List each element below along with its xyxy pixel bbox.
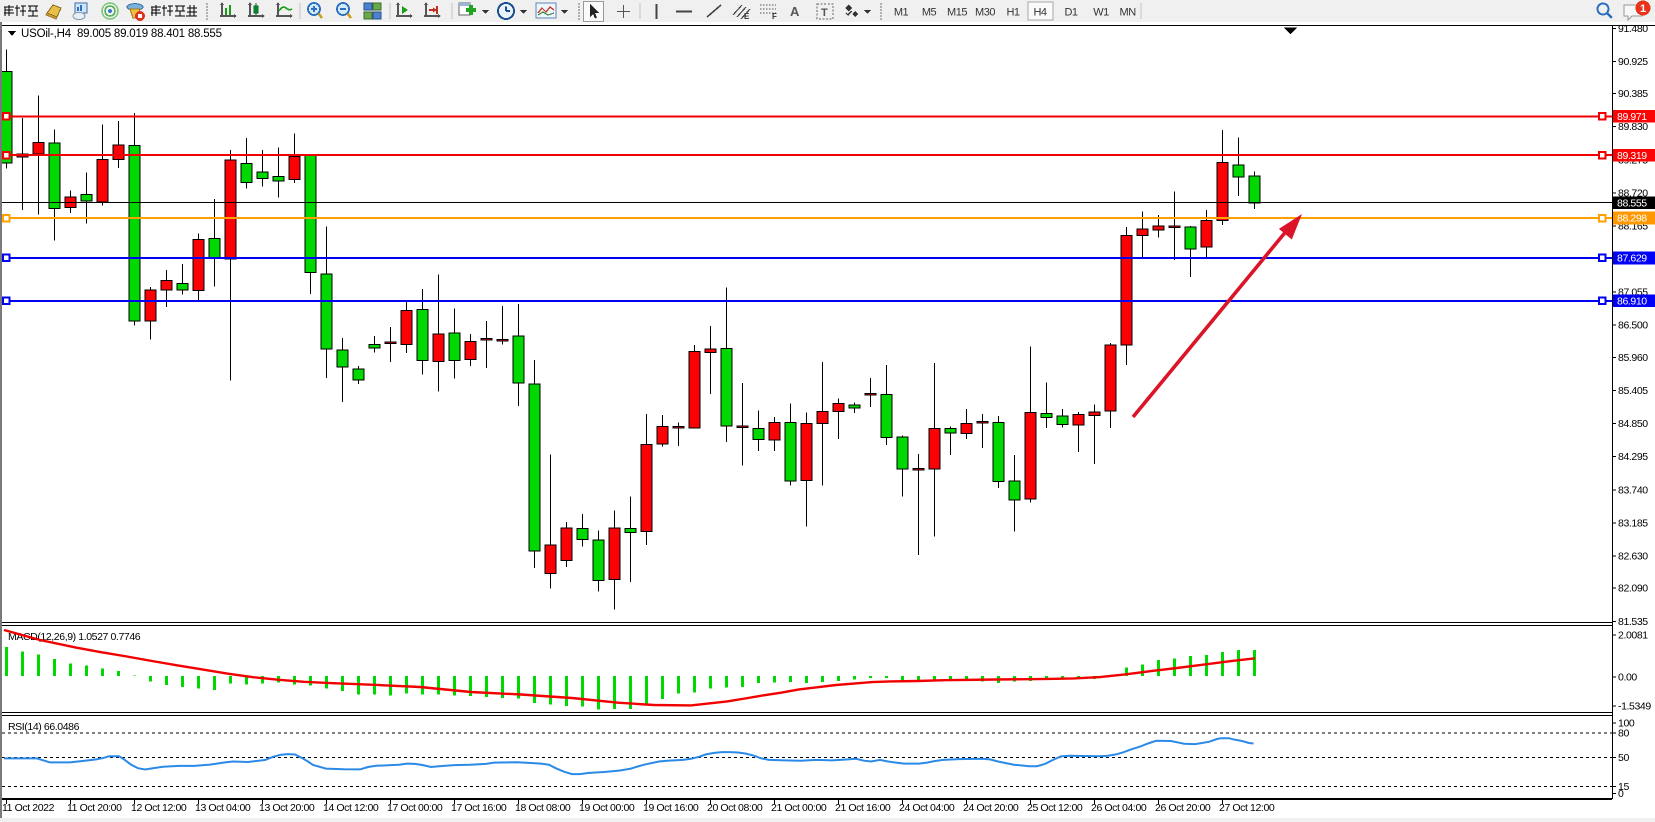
svg-text:M5: M5 (922, 7, 937, 19)
svg-text:89.830: 89.830 (1618, 121, 1648, 133)
svg-text:RSI(14) 66.0486: RSI(14) 66.0486 (8, 721, 80, 733)
svg-text:82.630: 82.630 (1618, 551, 1648, 563)
svg-text:84.295: 84.295 (1618, 451, 1648, 463)
svg-text:86.910: 86.910 (1617, 295, 1647, 307)
svg-text:24 Oct 04:00: 24 Oct 04:00 (899, 802, 955, 814)
svg-text:85.405: 85.405 (1618, 385, 1648, 397)
svg-text:11 Oct 20:00: 11 Oct 20:00 (67, 802, 122, 814)
svg-text:27 Oct 12:00: 27 Oct 12:00 (1219, 802, 1275, 814)
svg-text:90.385: 90.385 (1618, 88, 1648, 100)
svg-text:82.090: 82.090 (1618, 583, 1648, 595)
svg-text:20 Oct 08:00: 20 Oct 08:00 (707, 802, 763, 814)
svg-text:M1: M1 (894, 7, 909, 19)
svg-text:F: F (772, 12, 777, 21)
svg-text:M15: M15 (947, 7, 967, 19)
svg-text:W1: W1 (1093, 7, 1109, 19)
svg-text:84.850: 84.850 (1618, 418, 1648, 430)
svg-text:19 Oct 16:00: 19 Oct 16:00 (643, 802, 699, 814)
svg-text:14 Oct 12:00: 14 Oct 12:00 (323, 802, 379, 814)
svg-text:0.00: 0.00 (1618, 672, 1637, 684)
svg-text:89.971: 89.971 (1617, 111, 1647, 123)
svg-text:2.0081: 2.0081 (1618, 630, 1648, 642)
svg-text:21 Oct 16:00: 21 Oct 16:00 (835, 802, 891, 814)
svg-text:83.185: 83.185 (1618, 517, 1648, 529)
svg-text:MN: MN (1120, 7, 1137, 19)
svg-text:50: 50 (1618, 752, 1629, 764)
svg-text:0: 0 (1618, 788, 1624, 800)
svg-text:25 Oct 12:00: 25 Oct 12:00 (1027, 802, 1083, 814)
svg-text:86.500: 86.500 (1618, 320, 1648, 332)
svg-text:13 Oct 20:00: 13 Oct 20:00 (259, 802, 315, 814)
svg-text:100: 100 (1618, 718, 1635, 730)
svg-text:A: A (790, 4, 800, 19)
svg-text:15: 15 (1618, 781, 1629, 793)
svg-text:M30: M30 (975, 7, 995, 19)
svg-text:88.298: 88.298 (1617, 213, 1647, 225)
svg-text:90.925: 90.925 (1618, 56, 1648, 68)
svg-text:21 Oct 00:00: 21 Oct 00:00 (771, 802, 827, 814)
svg-text:-1.5349: -1.5349 (1618, 701, 1651, 713)
svg-text:USOil-,H4 89.005 89.019 88.40: USOil-,H4 89.005 89.019 88.401 88.555 (21, 28, 222, 40)
svg-text:11 Oct 2022: 11 Oct 2022 (2, 802, 55, 814)
svg-text:26 Oct 20:00: 26 Oct 20:00 (1155, 802, 1211, 814)
svg-text:H4: H4 (1033, 7, 1046, 19)
svg-text:D1: D1 (1064, 7, 1077, 19)
svg-text:89.319: 89.319 (1617, 150, 1647, 162)
svg-text:91.480: 91.480 (1618, 23, 1648, 35)
svg-text:17 Oct 16:00: 17 Oct 16:00 (451, 802, 507, 814)
svg-text:80: 80 (1618, 728, 1629, 740)
svg-text:17 Oct 00:00: 17 Oct 00:00 (387, 802, 443, 814)
svg-text:26 Oct 04:00: 26 Oct 04:00 (1091, 802, 1147, 814)
svg-text:E: E (744, 12, 750, 21)
svg-text:24 Oct 20:00: 24 Oct 20:00 (963, 802, 1019, 814)
svg-text:85.960: 85.960 (1618, 352, 1648, 364)
svg-text:1: 1 (1640, 3, 1646, 15)
svg-text:81.535: 81.535 (1618, 616, 1648, 628)
svg-text:19 Oct 00:00: 19 Oct 00:00 (579, 802, 635, 814)
svg-text:12 Oct 12:00: 12 Oct 12:00 (131, 802, 187, 814)
svg-text:18 Oct 08:00: 18 Oct 08:00 (515, 802, 571, 814)
svg-text:T: T (821, 7, 828, 19)
svg-text:H1: H1 (1006, 7, 1019, 19)
svg-text:87.629: 87.629 (1617, 253, 1647, 265)
svg-text:88.555: 88.555 (1617, 197, 1647, 209)
svg-text:13 Oct 04:00: 13 Oct 04:00 (195, 802, 251, 814)
svg-text:83.740: 83.740 (1618, 484, 1648, 496)
